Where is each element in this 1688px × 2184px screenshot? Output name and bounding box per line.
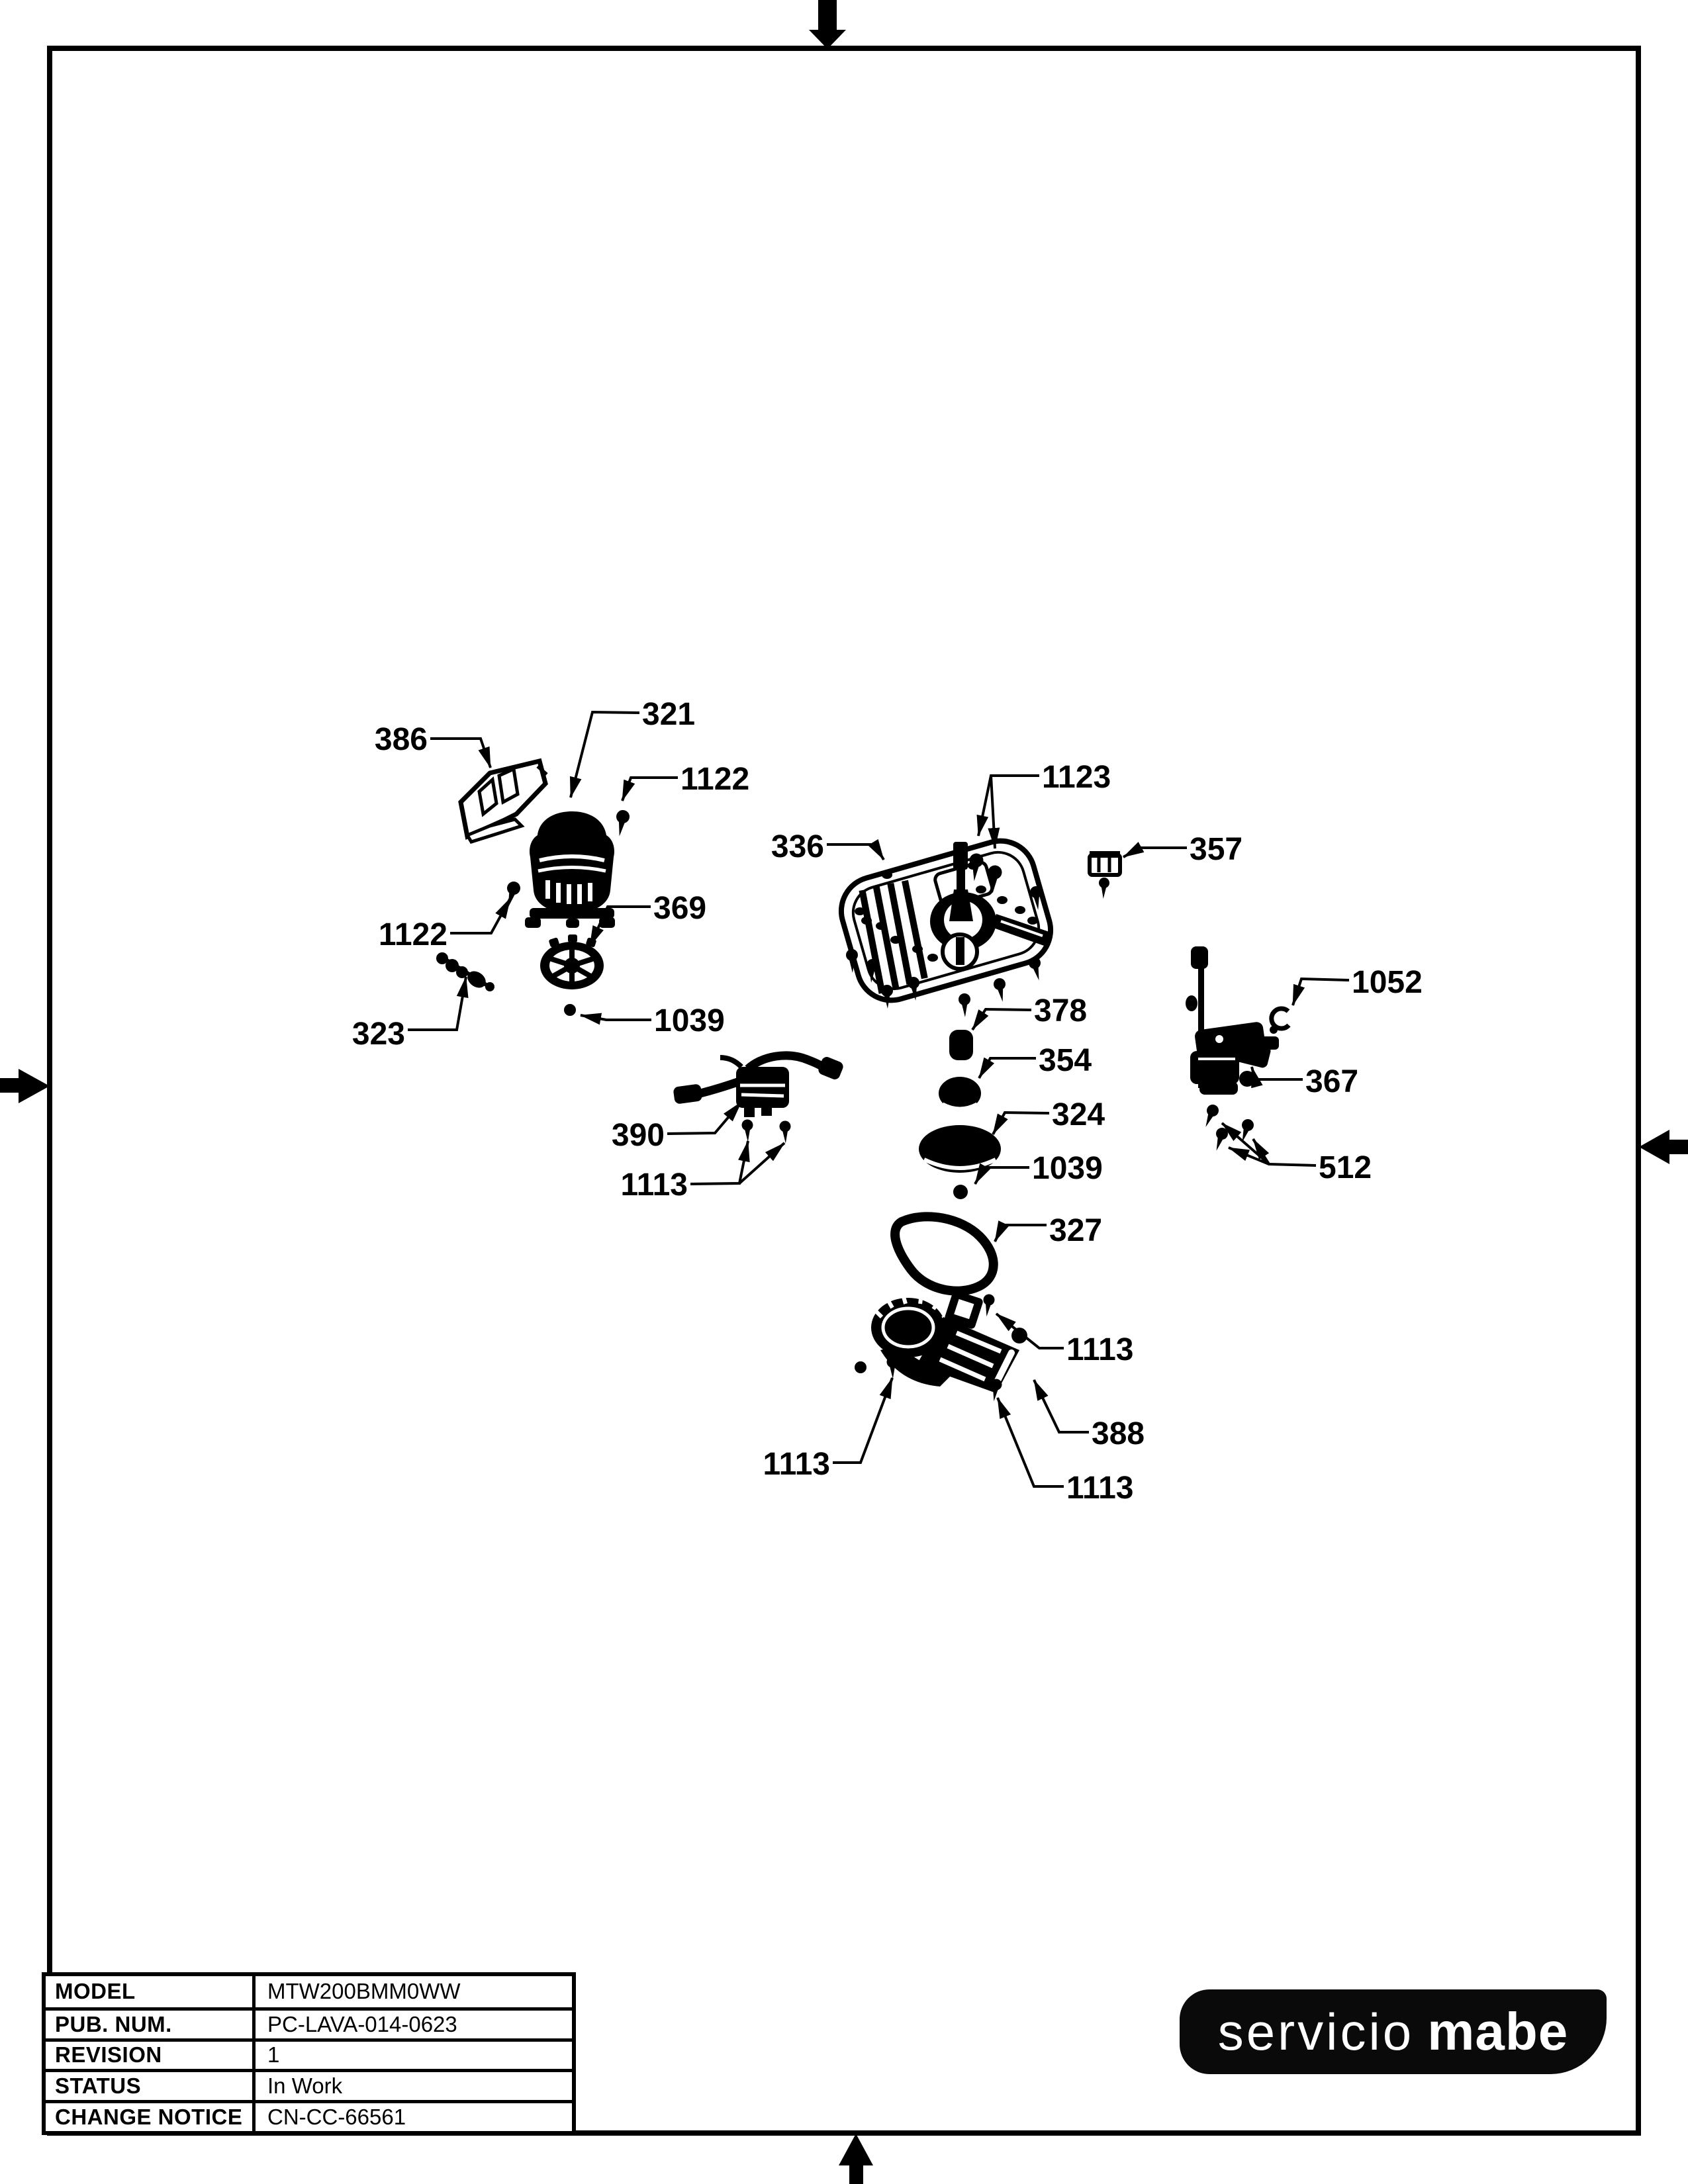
title-block-row-revision: REVISION 1 (46, 2038, 572, 2070)
leader-388 (1033, 1379, 1089, 1433)
leader-321 (569, 710, 640, 798)
part-390-harness (673, 1051, 843, 1117)
leader-336 (827, 839, 885, 861)
callout-1113-base-right: 1113 (1066, 1332, 1133, 1367)
logo-servicio-text: servicio (1217, 2002, 1415, 2061)
leader-324 (992, 1111, 1050, 1135)
leader-1052 (1291, 977, 1350, 1006)
title-block: MODEL MTW200BMM0WW PUB. NUM. PC-LAVA-014… (42, 1972, 576, 2135)
callout-321: 321 (642, 697, 695, 732)
part-336-rim-bolts (855, 862, 1038, 962)
part-1122-screw-left (501, 880, 522, 909)
part-1039-ball-left (564, 1004, 576, 1016)
callout-369: 369 (653, 891, 706, 926)
callout-512: 512 (1319, 1150, 1372, 1185)
leader-369 (588, 905, 651, 947)
part-323-bolt-cluster (436, 952, 494, 991)
callout-1039-mid: 1039 (1032, 1151, 1103, 1186)
leader-1122-top (621, 776, 678, 801)
leader-327 (994, 1220, 1047, 1242)
callout-1113-base-left: 1113 (763, 1447, 830, 1482)
part-369-clutch-pulley (540, 934, 604, 989)
leader-512-1 (1228, 1146, 1270, 1165)
pubnum-value: PC-LAVA-014-0623 (267, 2011, 457, 2036)
part-386-motor-cover (458, 758, 548, 844)
part-324-pulley (919, 1125, 1001, 1173)
status-label: STATUS (46, 2072, 256, 2101)
callout-354: 354 (1039, 1043, 1092, 1078)
model-label: MODEL (46, 1976, 256, 2007)
crop-mark-top-icon (809, 0, 846, 49)
part-1113-screws-harness (741, 1119, 791, 1144)
leader-354 (978, 1057, 1036, 1079)
callout-388: 388 (1092, 1416, 1145, 1451)
part-378-coupler (949, 1030, 973, 1060)
part-1039-ball-mid (953, 1185, 968, 1199)
leader-1123 (976, 774, 1039, 837)
leader-1039-left (580, 1013, 651, 1025)
leader-1113-harness-1 (738, 1142, 786, 1185)
title-block-row-status: STATUS In Work (46, 2069, 572, 2101)
crop-mark-bottom-icon (839, 2134, 873, 2184)
leader-1113-base-left (833, 1377, 894, 1464)
leader-367 (1250, 1066, 1303, 1089)
changenotice-value: CN-CC-66561 (267, 2105, 406, 2130)
part-336-gearcase-cover (838, 838, 1054, 1003)
callout-324: 324 (1052, 1097, 1105, 1132)
title-block-row-changenotice: CHANGE NOTICE CN-CC-66561 (46, 2100, 572, 2131)
leader-1113-base-bottom (996, 1397, 1064, 1488)
callout-367: 367 (1305, 1064, 1358, 1099)
changenotice-label: CHANGE NOTICE (46, 2103, 256, 2131)
callout-386: 386 (375, 722, 428, 757)
callout-327: 327 (1049, 1213, 1102, 1248)
title-block-row-pubnum: PUB. NUM. PC-LAVA-014-0623 (46, 2007, 572, 2038)
leader-390 (667, 1101, 743, 1135)
status-value: In Work (267, 2073, 343, 2099)
callout-323: 323 (352, 1017, 405, 1052)
pubnum-label: PUB. NUM. (46, 2010, 256, 2038)
leader-323 (408, 976, 469, 1031)
part-321-motor (525, 811, 615, 928)
callout-1039-left: 1039 (654, 1003, 725, 1038)
part-367-valve (1186, 946, 1279, 1095)
leader-1039-mid (974, 1163, 1029, 1185)
logo-mabe-text: mabe (1427, 2002, 1569, 2061)
leader-357 (1123, 842, 1187, 858)
model-value: MTW200BMM0WW (267, 1979, 461, 2004)
crop-mark-left-icon (0, 1069, 50, 1103)
callout-1113-base-bottom: 1113 (1066, 1471, 1133, 1506)
callout-1052: 1052 (1352, 965, 1423, 1000)
callout-1122-left: 1122 (379, 917, 447, 952)
leader-1123-1 (988, 775, 1000, 849)
leader-512-2 (1252, 1138, 1270, 1165)
part-388-base (855, 1291, 1027, 1393)
servicio-mabe-logo: servicio mabe (1180, 1989, 1607, 2074)
callout-1113-harness: 1113 (621, 1167, 688, 1203)
leader-512 (1221, 1122, 1317, 1167)
part-1052-clamp (1269, 1006, 1291, 1034)
callout-357: 357 (1190, 832, 1243, 867)
title-block-row-model: MODEL MTW200BMM0WW (46, 1976, 572, 2007)
leader-1122-left (450, 897, 512, 934)
callout-378: 378 (1034, 993, 1087, 1028)
revision-label: REVISION (46, 2041, 256, 2070)
part-354-cap (939, 1077, 981, 1111)
crop-mark-right-icon (1639, 1130, 1688, 1164)
callout-390: 390 (612, 1118, 665, 1153)
part-327-belt (890, 1212, 998, 1296)
callout-layer: 386 321 1122 1122 369 323 1039 336 1123 357 378 354… (352, 697, 1423, 1506)
part-1122-screw-top (612, 809, 631, 838)
leader-1113-harness (690, 1140, 750, 1185)
leader-386 (430, 737, 492, 768)
callout-1122-top: 1122 (680, 762, 749, 797)
leader-1113-base-right (995, 1312, 1064, 1349)
revision-value: 1 (267, 2042, 280, 2068)
leader-378 (971, 1007, 1032, 1031)
callout-336: 336 (771, 829, 824, 864)
page-border (47, 46, 1641, 2136)
part-357-clip (1088, 851, 1122, 899)
callout-1123: 1123 (1042, 760, 1111, 795)
